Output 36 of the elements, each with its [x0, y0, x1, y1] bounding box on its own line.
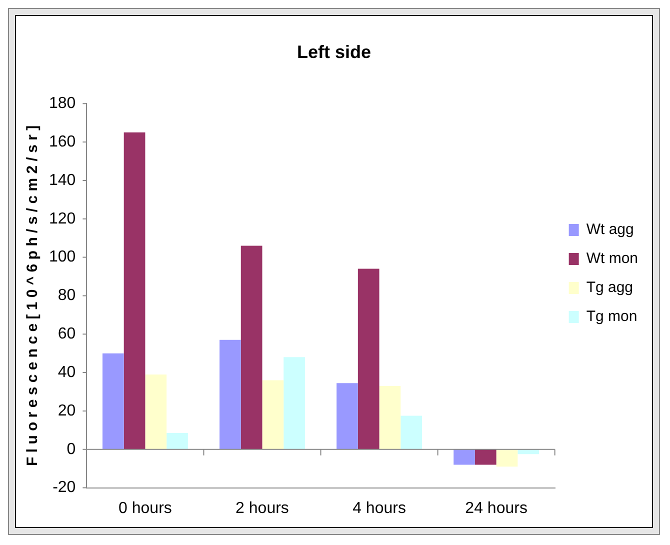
y-tick-label: 120	[48, 210, 76, 228]
bar	[496, 449, 518, 467]
bar	[166, 433, 188, 450]
bar	[379, 386, 401, 450]
y-tick-label: 0	[66, 440, 76, 458]
x-tick-label: 2 hours	[236, 500, 289, 517]
bar	[400, 416, 422, 450]
legend-label: Tg mon	[586, 308, 638, 326]
bar	[124, 132, 146, 450]
y-tick-label: 20	[58, 402, 76, 420]
y-tick-label: 180	[48, 95, 76, 112]
bar	[284, 357, 305, 450]
chart-title: Left side	[296, 42, 372, 62]
legend-label: Wt mon	[586, 250, 638, 268]
y-tick-label: 80	[58, 287, 76, 304]
legend-label: Tg agg	[586, 279, 634, 296]
y-tick-label: 100	[48, 248, 76, 266]
bar	[358, 268, 380, 450]
x-tick-label: 4 hours	[352, 500, 406, 517]
bar	[262, 380, 284, 450]
bar	[102, 353, 124, 450]
bar	[240, 246, 262, 450]
y-tick-label: 140	[48, 172, 76, 189]
y-tick-label: 40	[58, 364, 76, 381]
bar	[336, 383, 358, 450]
legend-label: Wt agg	[586, 221, 634, 238]
y-tick-label: 60	[58, 326, 76, 343]
y-tick-label: 160	[48, 133, 76, 150]
bar	[220, 340, 241, 450]
y-axis-title: F l u o r e s c e n c e [ 1 0 ^ 6 p h / s / c m 2 / s r ]	[24, 125, 42, 466]
x-tick-label: 0 hours	[118, 500, 172, 517]
bar	[454, 449, 475, 465]
x-tick-label: 24 hours	[465, 500, 528, 517]
y-tick-label: -20	[52, 479, 76, 496]
bar	[145, 374, 167, 450]
bar	[474, 449, 496, 465]
